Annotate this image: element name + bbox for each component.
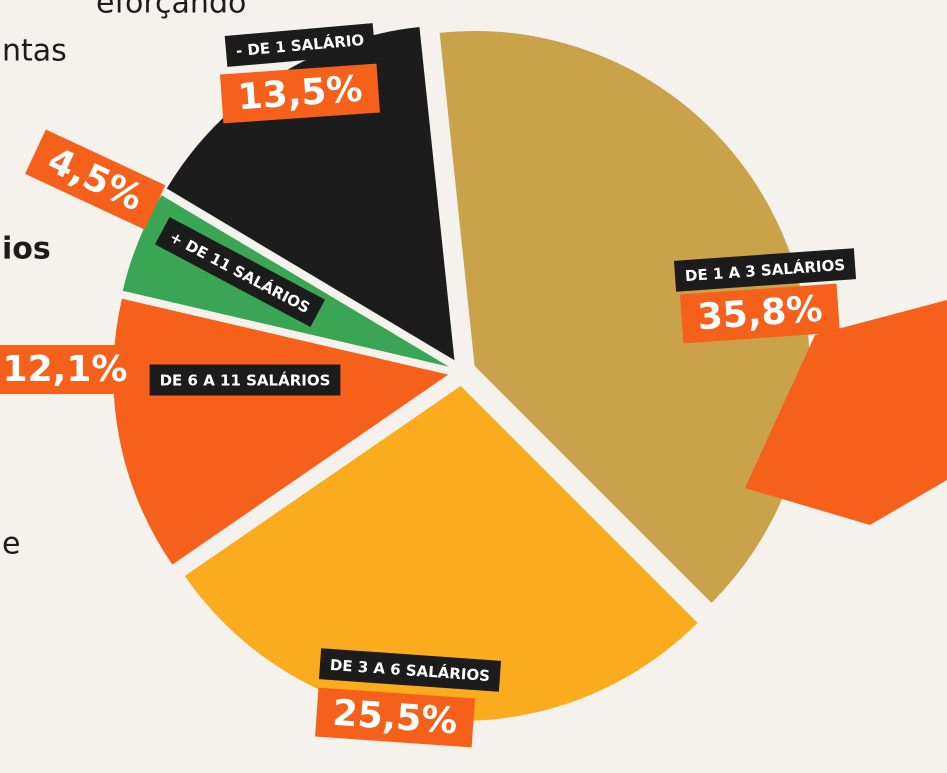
category-label-bg	[224, 23, 376, 67]
category-label-text: DE 6 A 11 SALÁRIOS	[160, 371, 331, 390]
category-label-bg	[318, 648, 502, 692]
category-label: DE 3 A 6 SALÁRIOS	[318, 648, 502, 692]
decor-shape	[745, 300, 947, 525]
value-label: 25,5%	[315, 687, 476, 748]
text-fragment: e	[2, 527, 20, 562]
value-label-text: 12,1%	[3, 349, 128, 390]
pie	[113, 27, 810, 721]
category-label: DE 1 A 3 SALÁRIOS	[673, 248, 857, 292]
value-label: 13,5%	[219, 63, 380, 124]
value-label-text: 35,8%	[696, 289, 823, 339]
value-label: 35,8%	[679, 283, 840, 344]
category-label: DE 6 A 11 SALÁRIOS	[149, 364, 341, 396]
value-label-text: 25,5%	[331, 693, 458, 743]
text-fragment: ntas	[2, 34, 67, 69]
value-label-bg	[679, 283, 840, 344]
value-label-bg	[219, 63, 380, 124]
category-label-bg	[154, 216, 326, 328]
value-label: 12,1%	[0, 345, 144, 394]
category-label-bg	[673, 248, 857, 292]
category-label-bg	[149, 364, 341, 396]
text-fragment: eforçando	[96, 0, 246, 21]
value-label-bg	[0, 345, 144, 394]
text-fragment: ios	[2, 232, 51, 267]
value-label-bg	[25, 129, 166, 230]
value-label-text: 13,5%	[236, 69, 363, 119]
value-label-bg	[315, 687, 476, 748]
pie-slice	[184, 385, 698, 721]
pie-slice	[439, 30, 810, 603]
category-label: - DE 1 SALÁRIO	[224, 23, 376, 67]
